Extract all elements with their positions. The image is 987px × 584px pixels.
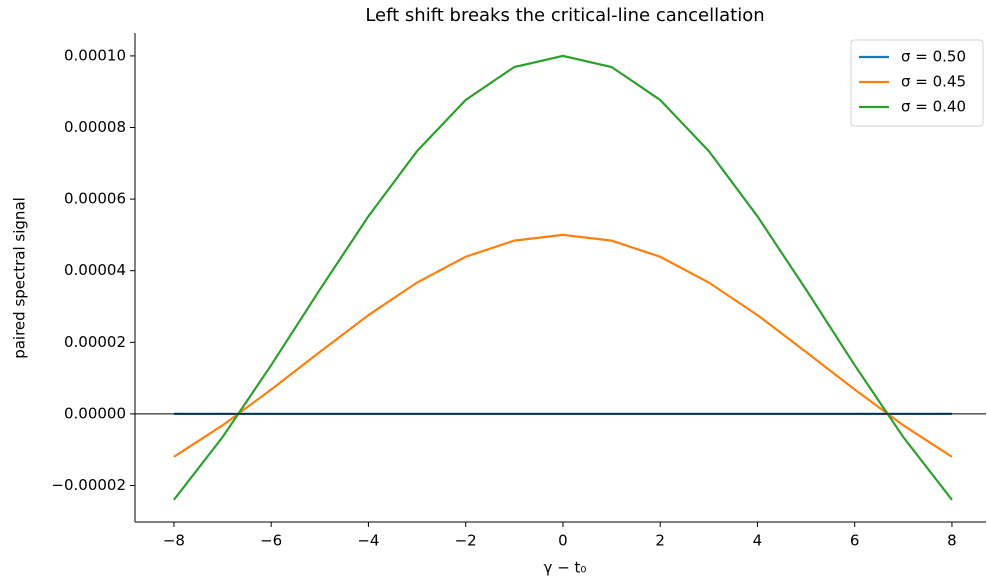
y-tick-label: 0.00010	[64, 46, 126, 64]
series-line	[173, 233, 953, 458]
y-tick-label: 0.00008	[64, 118, 126, 136]
x-tick-label: 0	[558, 532, 568, 550]
x-tick-label: 2	[655, 532, 665, 550]
x-tick-label: 4	[753, 532, 763, 550]
x-tick-label: −4	[357, 532, 379, 550]
y-tick-label: 0.00000	[64, 404, 126, 422]
x-tick-label: −6	[260, 532, 282, 550]
legend-box	[850, 39, 984, 127]
legend-label: σ = 0.45	[901, 73, 966, 91]
x-tick-label: 6	[850, 532, 860, 550]
y-tick-label: 0.00006	[64, 190, 126, 208]
y-tick-label: −0.00002	[51, 476, 126, 494]
x-axis-label: γ − t₀	[544, 559, 587, 577]
legend-label: σ = 0.40	[901, 98, 966, 116]
x-tick-label: −8	[163, 532, 185, 550]
x-tick-label: −2	[455, 532, 477, 550]
y-tick-label: 0.00002	[64, 333, 126, 351]
y-tick-label: 0.00004	[64, 261, 126, 279]
x-tick-label: 8	[947, 532, 957, 550]
chart-title: Left shift breaks the critical-line canc…	[365, 5, 764, 26]
y-axis-label: paired spectral signal	[11, 197, 29, 359]
legend-label: σ = 0.50	[901, 48, 966, 66]
series-line	[173, 54, 953, 501]
